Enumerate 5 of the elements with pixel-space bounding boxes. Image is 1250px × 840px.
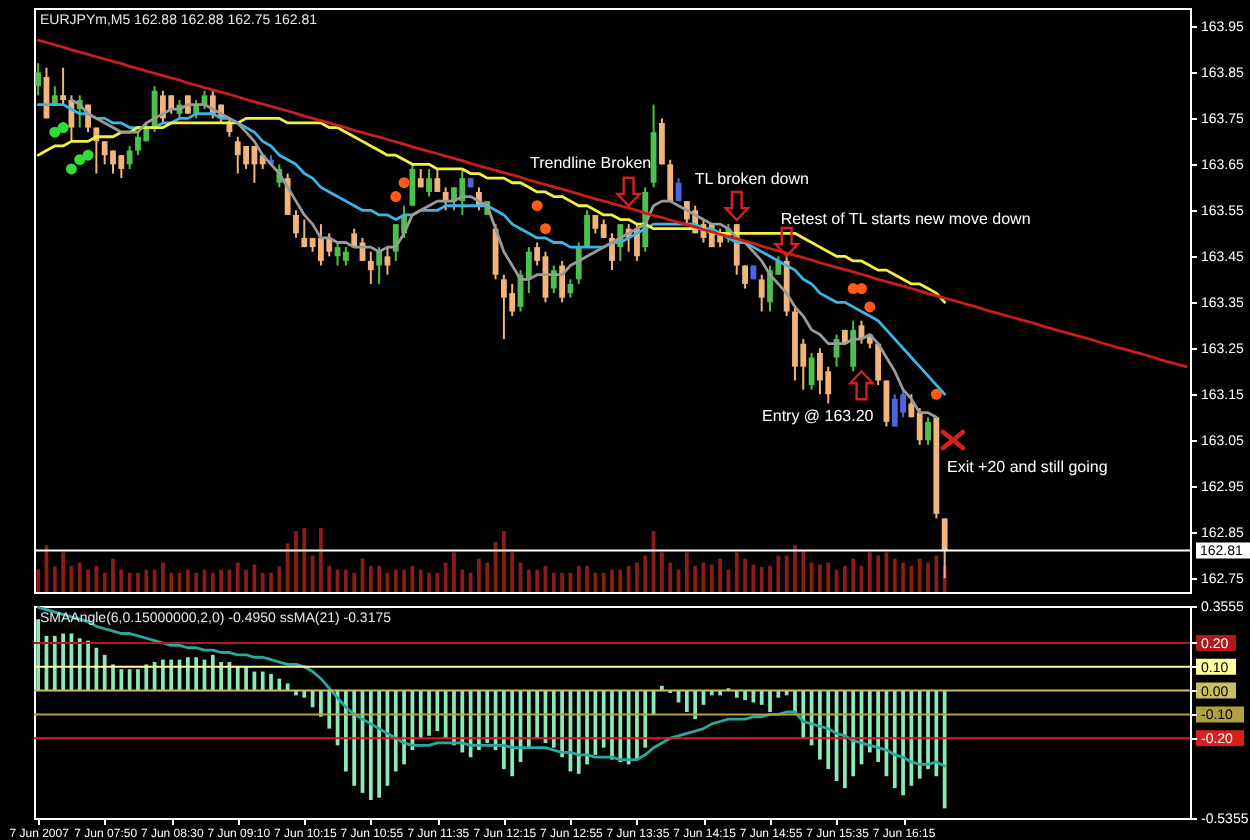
annotation: Entry @ 163.20 — [762, 407, 875, 426]
annotation: Exit +20 and still going — [946, 458, 1108, 476]
annotation: TL broken down — [694, 170, 809, 188]
annotation: Trendline Broken — [530, 153, 652, 172]
annotation: Retest of TL starts new move down — [780, 210, 1031, 228]
